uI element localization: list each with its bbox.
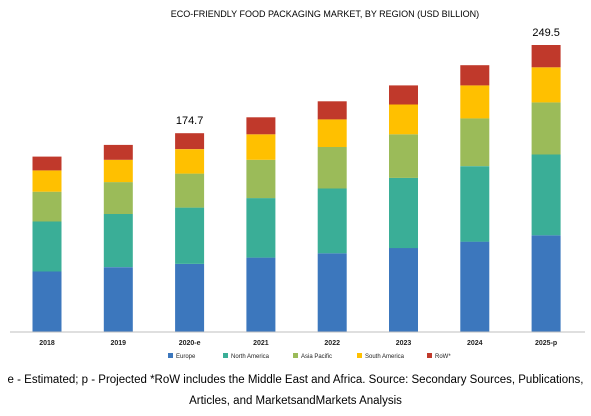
bar-2021-europe: [246, 257, 276, 332]
bar-2025-p-south-america: [531, 67, 561, 103]
legend-label-north-america: North America: [231, 354, 270, 360]
bar-2022-south-america: [317, 119, 347, 147]
bar-2022-row: [317, 101, 347, 120]
bar-2023-asia-pacific: [389, 134, 418, 178]
x-tick-2022: 2022: [324, 340, 340, 347]
bar-2023-row: [389, 85, 418, 105]
bar-2020-e-north-america: [175, 207, 205, 264]
bar-2022-north-america: [317, 188, 347, 254]
x-tick-2023: 2023: [396, 340, 412, 347]
bar-2023-north-america: [389, 177, 418, 249]
legend-swatch-asia-pacific: [293, 353, 298, 358]
data-labels: 174.7 249.5: [176, 27, 560, 127]
x-tick-2025-p: 2025-p: [535, 340, 557, 347]
bar-2018-europe: [32, 271, 62, 332]
legend-swatch-south-america: [357, 353, 362, 358]
bar-2018-north-america: [32, 221, 62, 272]
bar-2024-asia-pacific: [460, 118, 490, 167]
data-label-2020-e: 174.7: [176, 115, 204, 127]
bar-2020-e-asia-pacific: [175, 173, 205, 208]
bar-2019-south-america: [103, 159, 133, 183]
bar-2019-north-america: [103, 214, 133, 268]
legend-label-asia-pacific: Asia Pacific: [301, 354, 332, 360]
bar-2021-north-america: [246, 198, 276, 258]
bar-2020-e-europe: [175, 264, 205, 332]
chart-title: ECO-FRIENDLY FOOD PACKAGING MARKET, BY R…: [171, 9, 479, 19]
bar-2020-e-row: [175, 133, 205, 150]
x-tick-2020-e: 2020-e: [179, 340, 201, 347]
bar-2022-europe: [317, 253, 347, 332]
legend-swatch-europe: [168, 353, 173, 358]
bar-2019-asia-pacific: [103, 182, 133, 214]
bar-2023-europe: [389, 248, 418, 332]
bar-2020-e-south-america: [175, 149, 205, 174]
x-tick-labels: 2018 2019 2020-e 2021 2022 2023 2024 2025-p: [39, 340, 557, 347]
bar-2019-europe: [103, 267, 133, 332]
bar-2025-p-asia-pacific: [531, 102, 561, 155]
footnote-line-2: Articles, and MarketsandMarkets Analysis: [189, 395, 402, 407]
bar-2024-south-america: [460, 85, 490, 119]
bar-2021-asia-pacific: [246, 159, 276, 199]
bars-group: [32, 45, 561, 332]
bar-2025-p-row: [531, 45, 561, 68]
bar-2019-row: [103, 144, 133, 160]
legend-swatch-north-america: [223, 353, 228, 358]
x-tick-2021: 2021: [253, 340, 269, 347]
x-tick-2024: 2024: [467, 340, 483, 347]
bar-2018-row: [32, 156, 62, 171]
bar-2024-north-america: [460, 166, 490, 242]
bar-2025-p-europe: [531, 235, 561, 332]
bar-2018-asia-pacific: [32, 191, 62, 222]
x-tick-2019: 2019: [111, 340, 127, 347]
legend-label-south-america: South America: [365, 354, 405, 360]
legend-label-row: RoW*: [435, 354, 451, 360]
bar-2022-asia-pacific: [317, 147, 347, 189]
legend-swatch-row: [427, 353, 432, 358]
data-label-2025-p: 249.5: [532, 27, 560, 39]
legend-label-europe: Europe: [176, 354, 196, 360]
bar-2024-row: [460, 65, 490, 86]
stacked-bar-chart: ECO-FRIENDLY FOOD PACKAGING MARKET, BY R…: [10, 9, 585, 360]
bar-2021-row: [246, 117, 276, 135]
footnote-line-1: e - Estimated; p - Projected *RoW includ…: [7, 374, 584, 386]
bar-2025-p-north-america: [531, 154, 561, 236]
bar-2018-south-america: [32, 170, 62, 192]
legend: Europe North America Asia Pacific South Ame…: [168, 353, 451, 360]
x-tick-2018: 2018: [39, 340, 55, 347]
bar-2024-europe: [460, 241, 490, 332]
bar-2023-south-america: [389, 104, 418, 135]
bar-2021-south-america: [246, 134, 276, 160]
